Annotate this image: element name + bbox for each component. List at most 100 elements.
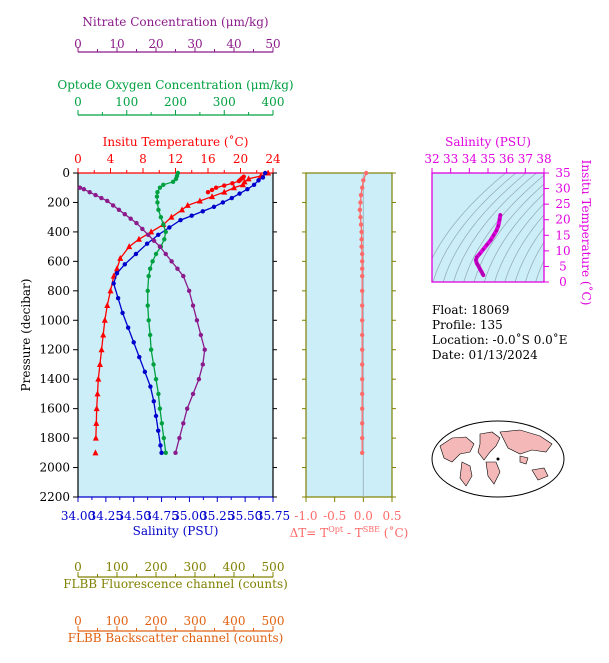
pressure-tick-label: 1200 [39,343,70,357]
salinity-tick-label: 34.75 [144,509,178,523]
backscatter-axis-label: FLBB Backscatter channel (counts) [68,631,284,645]
fluorescence-tick-label: 400 [223,560,246,574]
oxygen-point [161,435,166,441]
temperature-point [101,316,108,323]
oxygen-point [173,176,179,182]
delta-t-point [358,200,363,205]
nitrate-point [99,195,104,201]
oxygen-point [153,251,159,257]
nitrate-point [181,273,186,279]
density-contour [535,259,544,282]
pressure-tick-label: 600 [47,254,70,268]
nitrate-point [186,288,192,294]
salinity-point [115,295,121,301]
oxygen-point [170,179,176,185]
salinity-tick-label: 35.00 [172,509,206,523]
ts-xtick-label: 37 [518,152,533,166]
backscatter-tick-label: 500 [262,614,285,628]
delta-t-point [364,170,369,176]
location: Location: -0.0˚S 0.0˚E [432,333,568,347]
salinity-point [189,213,194,218]
float-location-marker [496,457,500,461]
fluorescence-tick-label: 100 [106,560,129,574]
date: Date: 01/13/2024 [432,348,538,362]
pressure-tick-label: 1000 [39,313,70,327]
nitrate-tick-label: 0 [74,37,82,51]
salinity-point [251,182,257,187]
oxygen-point [145,288,150,294]
oxygen-tick-label: 0 [74,95,82,109]
nitrate-point [194,318,200,323]
nitrate-point [151,238,157,243]
ts-xtick-label: 36 [499,152,514,166]
delta-t-point [359,229,364,235]
nitrate-tick-label: 40 [226,37,241,51]
nitrate-axis-label: Nitrate Concentration (μm/kg) [82,15,268,29]
continent-shape [531,467,549,481]
oxygen-tick-label: 100 [115,95,138,109]
salinity-point [114,270,120,276]
delta-t-tick-label: -0.5 [323,509,346,523]
main-plot-area [78,173,273,497]
salinity-point [263,170,268,176]
ts-point [489,238,493,242]
salinity-point [200,209,205,214]
ts-yaxis-label: Insitu Temperature (˚C) [579,160,594,306]
ts-point [494,229,498,233]
oxygen-point [163,229,168,235]
oxygen-point [151,362,156,367]
salinity-point [158,443,163,448]
temperature-point [100,331,107,338]
nitrate-point [175,266,180,271]
oxygen-point [161,182,166,187]
oxygen-point [162,237,167,242]
delta-t-point [359,237,364,242]
salinity-point [167,225,172,230]
density-contour [494,203,544,282]
delta-t-point [359,406,365,411]
ts-point [485,243,489,247]
temperature-point [184,201,191,208]
delta-t-point [357,207,363,213]
ts-point [497,218,502,222]
delta-t-point [359,435,365,441]
salinity-point [229,195,234,201]
fluorescence-tick-label: 500 [262,560,285,574]
salinity-point [156,428,161,433]
oxygen-point [146,318,151,323]
salinity-point [131,340,136,345]
oxygen-point [161,222,166,227]
temperature-point [92,449,99,456]
salinity-tick-label: 35.25 [200,509,234,523]
temperature-point [114,265,120,272]
oxygen-point [159,421,165,426]
delta-t-point [358,192,364,198]
ts-ytick-label: 15 [555,228,570,242]
temperature-point [209,193,216,200]
ts-ytick-label: 25 [555,197,570,211]
ts-xtick-label: 34 [462,152,478,166]
salinity-point [211,204,217,210]
nitrate-tick-label: 50 [265,37,280,51]
temperature-tick-label: 24 [265,152,281,166]
temperature-point [245,175,252,182]
salinity-point [133,251,139,257]
continent-shape [459,461,473,487]
temperature-point [126,243,133,250]
backscatter-tick-label: 300 [184,614,207,628]
oxygen-tick-label: 300 [213,95,236,109]
salinity-point [159,450,164,456]
oxygen-point [145,303,150,308]
oxygen-point [153,376,159,382]
nitrate-point [140,226,145,232]
ts-xtick-label: 35 [480,152,495,166]
temperature-point [107,287,114,294]
temperature-point [135,235,142,242]
ts-ytick-label: 5 [559,259,567,273]
ts-point [498,213,502,217]
salinity-tick-label: 35.75 [256,509,290,523]
temperature-point [221,188,228,195]
backscatter-tick-label: 0 [74,614,82,628]
delta-t-frame [305,172,393,498]
temperature-point [213,185,219,190]
